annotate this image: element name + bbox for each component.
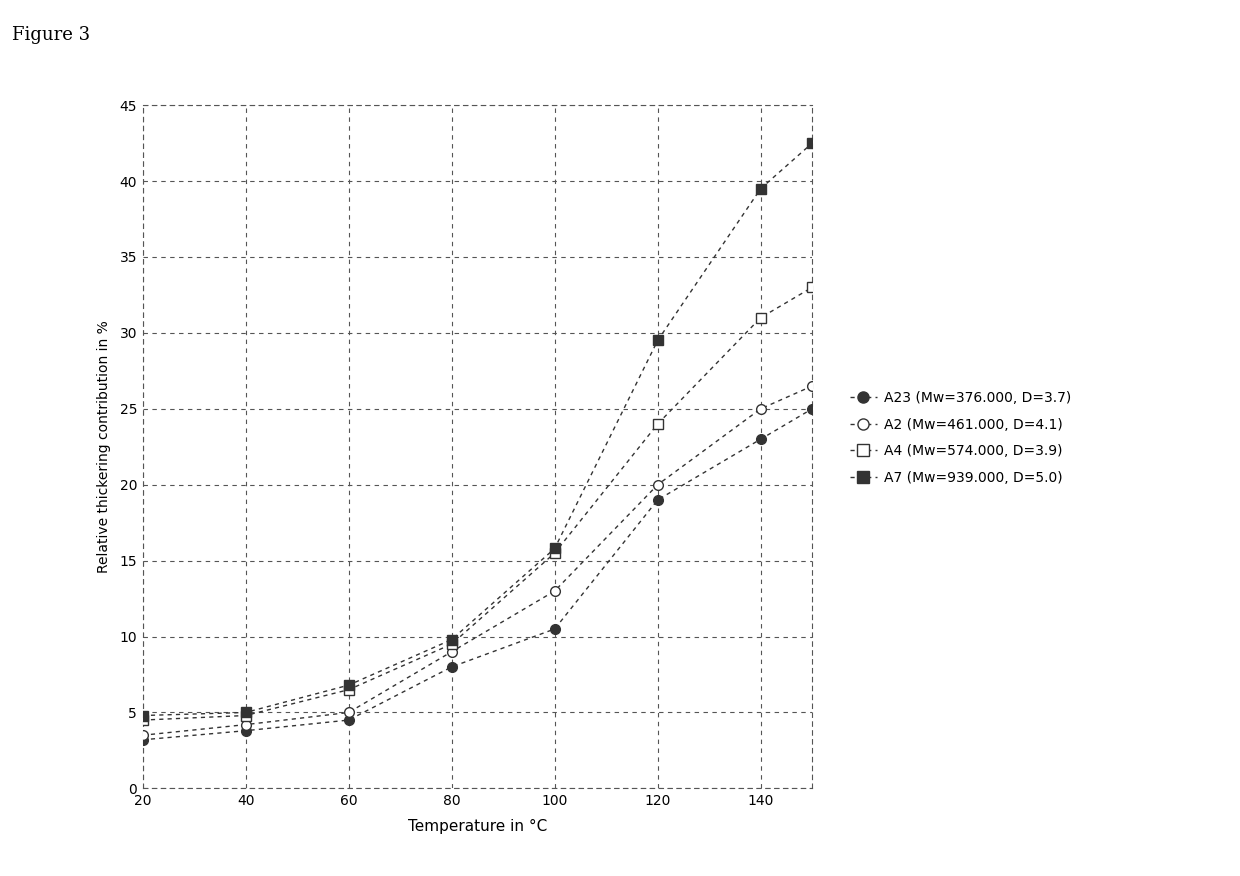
X-axis label: Temperature in °C: Temperature in °C [408,819,547,834]
Y-axis label: Relative thickering contribution in %: Relative thickering contribution in % [97,321,112,573]
Legend: A23 (Mw=376.000, D=3.7), A2 (Mw=461.000, D=4.1), A4 (Mw=574.000, D=3.9), A7 (Mw=: A23 (Mw=376.000, D=3.7), A2 (Mw=461.000,… [844,385,1078,491]
Text: Figure 3: Figure 3 [12,26,91,45]
